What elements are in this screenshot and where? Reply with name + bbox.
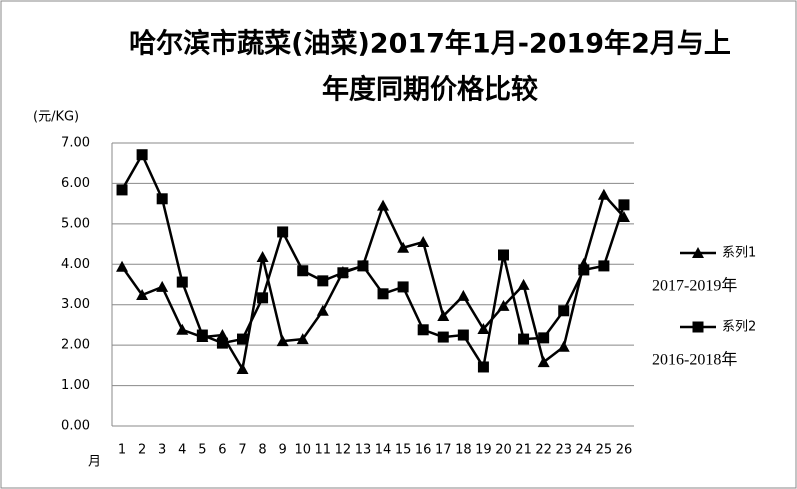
legend-label: 系列2 [722,320,756,335]
point [337,267,349,279]
point [457,329,469,341]
x-tick-label: 26 [616,443,633,458]
x-tick-label: 17 [435,443,452,458]
point [497,299,510,311]
point [176,323,189,335]
point [477,361,489,373]
x-tick-label: 6 [218,443,226,458]
y-tick-label: 0.00 [61,419,90,434]
y-tick-label: 5.00 [61,216,90,231]
point [156,280,169,292]
point [597,188,610,200]
legend-note: 2016-2018年 [652,351,737,369]
y-axis-label: (元/KG) [33,110,79,125]
point [136,289,149,301]
legend-label: 系列1 [722,246,756,261]
point [518,333,530,345]
legend-note: 2017-2019年 [652,277,737,295]
x-tick-label: 20 [495,443,512,458]
point [297,265,309,277]
y-tick-label: 3.00 [61,297,90,312]
chart-title: 年度同期价格比较 [322,74,538,106]
y-tick-label: 4.00 [61,257,90,272]
x-tick-label: 11 [315,443,332,458]
point [558,305,570,317]
point [296,333,309,345]
point [397,281,409,293]
x-tick-label: 25 [596,443,613,458]
point [477,322,490,334]
x-tick-label: 2 [138,443,146,458]
x-axis-label: 月 [88,455,101,470]
point [116,260,129,272]
point [417,324,429,336]
chart-title: 哈尔滨市蔬菜(油菜)2017年1月-2019年2月与上 [129,28,731,60]
point [257,292,269,304]
y-tick-label: 2.00 [61,338,90,353]
point [692,321,704,333]
x-tick-label: 16 [415,443,432,458]
point [316,304,329,316]
point [437,331,449,343]
y-tick-label: 7.00 [61,136,90,151]
point [498,249,509,261]
x-tick-label: 13 [355,443,372,458]
point [116,184,128,196]
point [236,362,249,374]
point [397,241,410,253]
x-tick-label: 15 [395,443,412,458]
x-tick-label: 1 [118,443,126,458]
x-tick-label: 12 [335,443,352,458]
point [618,199,630,211]
point [156,193,168,205]
x-tick-label: 10 [294,443,311,458]
point [216,337,228,349]
x-tick-label: 22 [535,443,552,458]
point [377,199,390,211]
point [196,329,208,341]
y-tick-label: 6.00 [61,176,90,191]
x-tick-label: 3 [158,443,166,458]
x-tick-label: 4 [178,443,186,458]
point [537,356,550,368]
point [357,260,369,272]
y-tick-label: 1.00 [61,378,90,393]
point [176,276,188,288]
x-tick-label: 7 [238,443,246,458]
point [457,289,470,301]
point [277,226,289,238]
x-tick-label: 18 [455,443,472,458]
point [598,260,610,272]
point [237,333,248,345]
point [557,340,570,352]
x-tick-label: 9 [279,443,287,458]
x-tick-label: 8 [258,443,266,458]
x-tick-label: 23 [555,443,572,458]
point [256,251,269,263]
x-tick-label: 19 [475,443,492,458]
point [377,288,389,300]
point [216,329,229,341]
point [437,310,450,322]
point [276,335,289,347]
point [538,332,550,344]
point [517,278,530,290]
point [136,149,148,161]
x-tick-label: 24 [576,443,593,458]
x-tick-label: 21 [515,443,532,458]
point [578,264,590,276]
x-tick-label: 5 [198,443,206,458]
point [692,247,704,258]
point [317,275,329,287]
x-tick-label: 14 [375,443,392,458]
point [417,236,430,248]
point [617,210,630,222]
